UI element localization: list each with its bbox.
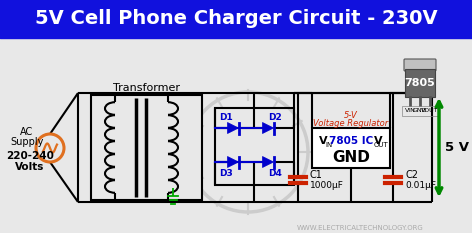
Bar (312, 128, 390, 168)
Polygon shape (228, 157, 238, 168)
Text: C1: C1 (310, 170, 323, 180)
FancyBboxPatch shape (404, 59, 436, 71)
Text: V: V (319, 136, 328, 146)
Text: 5-V: 5-V (344, 112, 358, 120)
Polygon shape (262, 157, 273, 168)
Text: Voltage Regulator: Voltage Regulator (313, 120, 388, 129)
Text: Transformer: Transformer (113, 83, 180, 93)
Polygon shape (262, 123, 273, 134)
Text: Volts: Volts (15, 162, 45, 172)
Text: IN: IN (325, 142, 332, 148)
Text: 1000μF: 1000μF (310, 182, 344, 191)
Text: C2: C2 (405, 170, 418, 180)
Text: OUT: OUT (373, 142, 388, 148)
Text: 220-240: 220-240 (6, 151, 54, 161)
Text: VOUT: VOUT (421, 108, 439, 113)
Text: 5 V: 5 V (445, 141, 469, 154)
Text: AC: AC (20, 127, 34, 137)
Text: 7805 IC: 7805 IC (329, 136, 373, 146)
Text: WWW.ELECTRICALTECHNOLOGY.ORG: WWW.ELECTRICALTECHNOLOGY.ORG (296, 225, 423, 231)
Text: 5V Cell Phone Charger Circuit - 230V: 5V Cell Phone Charger Circuit - 230V (34, 10, 438, 28)
Text: GND: GND (413, 108, 427, 113)
Text: D4: D4 (268, 168, 282, 178)
Text: V: V (374, 136, 383, 146)
Text: Supply: Supply (10, 137, 44, 147)
Text: GND: GND (332, 151, 370, 165)
Text: VIN: VIN (405, 108, 415, 113)
Bar (215, 108, 294, 185)
Polygon shape (228, 123, 238, 134)
Bar (91, 95, 202, 200)
Text: D2: D2 (268, 113, 282, 121)
Bar (402, 106, 438, 116)
Bar (405, 69, 435, 97)
Text: 7805: 7805 (405, 78, 435, 88)
Text: 0.01μF: 0.01μF (405, 182, 436, 191)
Text: D3: D3 (219, 168, 233, 178)
Text: D1: D1 (219, 113, 233, 121)
